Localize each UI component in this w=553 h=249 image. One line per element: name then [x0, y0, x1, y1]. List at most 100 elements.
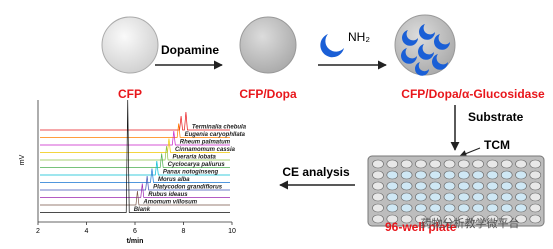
well — [529, 192, 542, 202]
tcm-label: TCM — [484, 138, 510, 152]
trace — [40, 138, 230, 153]
well — [457, 181, 470, 191]
trace — [40, 168, 230, 183]
y-axis-label: mV — [19, 154, 26, 165]
well — [529, 181, 542, 191]
well — [457, 192, 470, 202]
x-tick-label: 8 — [182, 228, 186, 235]
enzymes — [401, 24, 450, 76]
well — [429, 181, 442, 191]
trace — [40, 175, 230, 191]
x-tick-label: 2 — [36, 228, 40, 235]
well — [472, 181, 484, 191]
well — [386, 214, 399, 224]
amine-label: NH₂ — [348, 30, 370, 44]
well — [400, 181, 413, 191]
well — [429, 203, 442, 213]
cfp-disc — [101, 16, 159, 74]
trace-label: Cyclocarya paliurus — [168, 162, 226, 168]
trace — [40, 183, 230, 198]
plate-label: 96-well plate — [385, 220, 457, 234]
well — [443, 170, 456, 180]
well — [472, 192, 484, 202]
well — [486, 181, 499, 191]
well — [457, 159, 470, 169]
well — [400, 159, 413, 169]
well — [500, 181, 513, 191]
well — [457, 203, 470, 213]
trace-label: Platycodon grandiflorus — [153, 185, 223, 191]
well — [529, 159, 542, 169]
product-label: CFP/Dopa — [239, 87, 297, 101]
well — [400, 214, 413, 224]
well — [529, 214, 542, 224]
x-axis-label: t/min — [127, 238, 144, 245]
well — [443, 203, 456, 213]
well — [372, 170, 384, 180]
well — [386, 192, 399, 202]
trace-label: Terminalia chebula — [192, 125, 247, 131]
well — [500, 170, 513, 180]
well — [486, 159, 499, 169]
well — [515, 181, 527, 191]
well — [372, 214, 384, 224]
well — [415, 214, 427, 224]
well — [457, 214, 470, 224]
well — [486, 214, 499, 224]
well — [472, 203, 484, 213]
well — [386, 170, 399, 180]
x-tick-label: 10 — [228, 228, 236, 235]
well — [400, 203, 413, 213]
well — [415, 159, 427, 169]
well — [443, 214, 456, 224]
trace — [40, 153, 230, 168]
well — [472, 214, 484, 224]
well — [472, 159, 484, 169]
well — [386, 159, 399, 169]
arrow — [459, 147, 481, 157]
substrate-label: Substrate — [468, 110, 524, 124]
trace-label: Amomum villosum — [142, 200, 197, 206]
x-tick-label: 4 — [85, 228, 89, 235]
well — [429, 192, 442, 202]
trace — [40, 145, 230, 161]
well — [415, 192, 427, 202]
analysis-label: CE analysis — [282, 165, 350, 179]
trace — [40, 190, 230, 206]
trace-label: Cinnamomum cassia — [175, 147, 236, 153]
well — [486, 192, 499, 202]
well — [372, 203, 384, 213]
enzyme-icon — [320, 34, 344, 58]
well — [372, 192, 384, 202]
well — [415, 170, 427, 180]
cfp-dopa-disc — [239, 16, 297, 74]
trace — [40, 160, 230, 176]
well — [429, 159, 442, 169]
trace-label: Rubus ideaus — [148, 192, 188, 198]
well — [400, 170, 413, 180]
well — [515, 159, 527, 169]
well — [415, 181, 427, 191]
trace-label: Rheum palmatum — [180, 140, 231, 146]
well — [443, 181, 456, 191]
well — [429, 170, 442, 180]
watermark: 药物分析教学微平台 — [421, 216, 520, 230]
well — [515, 203, 527, 213]
x-tick-label: 6 — [133, 228, 137, 235]
trace-label: Eugenia caryophllata — [185, 132, 246, 138]
product-label: CFP — [118, 87, 142, 101]
trace-label: Panax notoginseng — [163, 170, 219, 176]
well — [386, 203, 399, 213]
well — [472, 170, 484, 180]
electropherogram: mV t/min 2 4 6 8 10 Terminalia chebulaEugenia… — [19, 99, 247, 245]
step-label: Dopamine — [161, 43, 219, 57]
trace — [40, 99, 230, 213]
trace-label: Morus alba — [158, 177, 190, 183]
well — [500, 159, 513, 169]
trace-label: Blank — [134, 207, 151, 213]
well — [486, 170, 499, 180]
well — [486, 203, 499, 213]
well — [443, 159, 456, 169]
well — [457, 170, 470, 180]
